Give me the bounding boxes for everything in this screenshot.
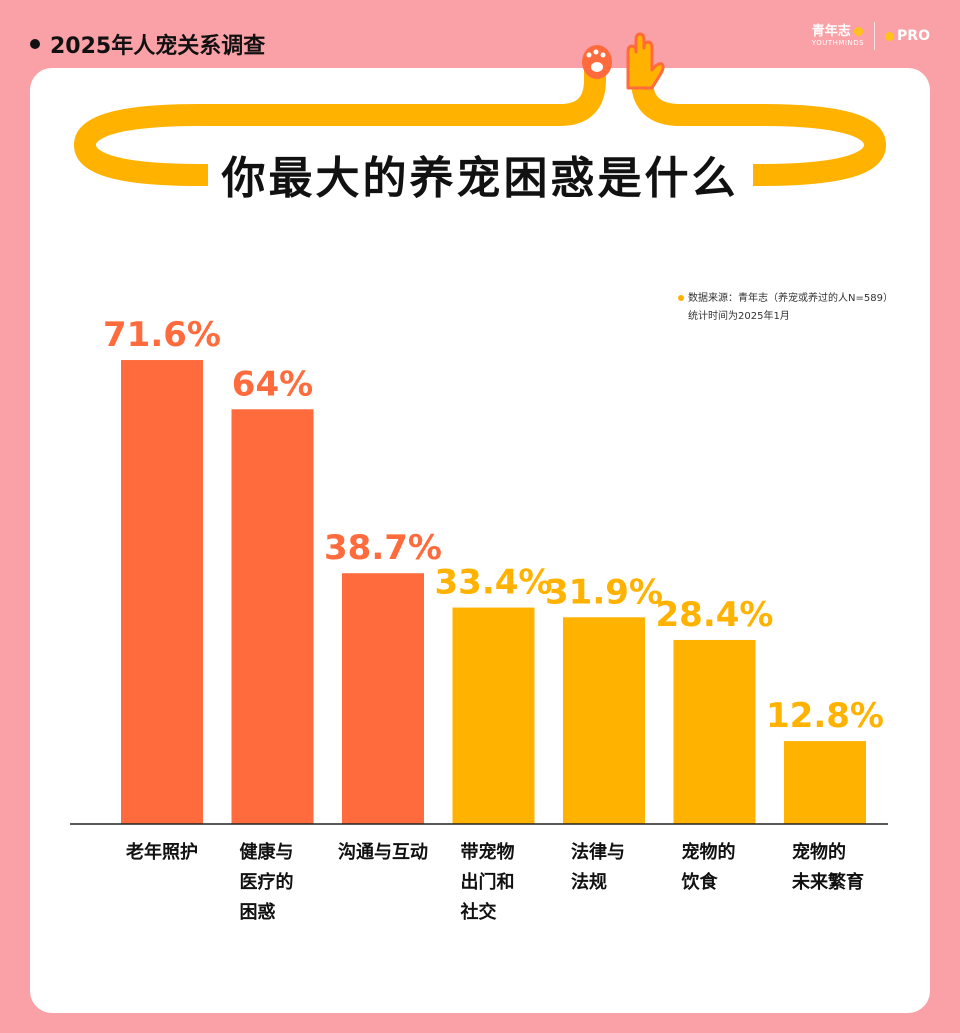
bar-4 bbox=[452, 607, 535, 824]
logo-divider bbox=[874, 22, 876, 50]
bar-value-label-5: 31.9% bbox=[545, 572, 663, 612]
category-label-7: 宠物的未来繁育 bbox=[792, 841, 864, 893]
bar-value-label-3: 38.7% bbox=[324, 528, 442, 568]
chart-title-text: 你最大的养宠困惑是什么 bbox=[207, 153, 753, 204]
bar-6 bbox=[673, 639, 756, 824]
source-line-2: 统计时间为2025年1月 bbox=[688, 311, 790, 322]
chart-title: 你最大的养宠困惑是什么 bbox=[0, 142, 960, 206]
sun-icon bbox=[885, 31, 895, 41]
bar-7 bbox=[784, 741, 866, 824]
bar-2 bbox=[231, 409, 314, 824]
paw-icon bbox=[582, 45, 612, 79]
hand-icon bbox=[626, 32, 665, 90]
brand-sub: YOUTHMINDS bbox=[811, 39, 865, 48]
left-arm-shape bbox=[189, 54, 606, 126]
category-label-5: 法律与法规 bbox=[571, 841, 625, 893]
category-label-4: 带宠物出门和社交 bbox=[461, 841, 515, 923]
bar-3 bbox=[342, 573, 424, 824]
right-arm-shape bbox=[631, 69, 887, 186]
bar-5 bbox=[563, 617, 645, 824]
source-dot-icon bbox=[678, 295, 684, 301]
brand-logo: 青年志 YOUTHMINDS PRO bbox=[812, 22, 930, 50]
brand-name: 青年志 bbox=[811, 23, 851, 39]
brand-pro: PRO bbox=[897, 28, 930, 44]
data-source-note: 数据来源：青年志（养宠或养过的人N=589） 统计时间为2025年1月 bbox=[678, 290, 893, 326]
header-title-text: 2025年人宠关系调查 bbox=[50, 34, 266, 59]
bullet-dot-icon bbox=[30, 39, 40, 49]
category-label-2: 健康与医疗的困惑 bbox=[240, 841, 294, 923]
header-title: 2025年人宠关系调查 bbox=[30, 28, 265, 60]
bar-value-label-4: 33.4% bbox=[435, 563, 553, 603]
band-left-loop bbox=[73, 104, 226, 186]
category-label-3: 沟通与互动 bbox=[338, 841, 428, 863]
sun-icon bbox=[853, 26, 863, 36]
bar-value-label-1: 71.6% bbox=[103, 315, 221, 355]
bar-value-label-6: 28.4% bbox=[656, 595, 774, 635]
source-line-1: 数据来源：青年志（养宠或养过的人N=589） bbox=[688, 293, 893, 304]
bar-value-label-2: 64% bbox=[232, 364, 313, 404]
bar-value-label-7: 12.8% bbox=[766, 696, 884, 736]
bar-1 bbox=[121, 360, 203, 824]
category-label-1: 老年照护 bbox=[126, 841, 198, 863]
category-label-6: 宠物的饮食 bbox=[681, 841, 736, 893]
